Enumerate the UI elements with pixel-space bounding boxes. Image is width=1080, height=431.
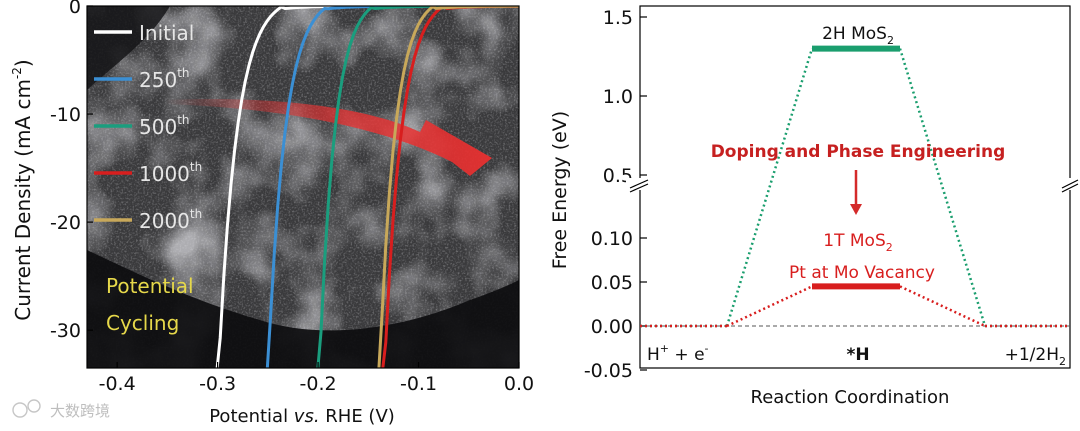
axis-break-right — [1060, 178, 1080, 193]
connector-1t — [726, 285, 813, 328]
x-tick-label: -0.1 — [400, 373, 437, 395]
y-tick-label: -10 — [50, 104, 81, 126]
x-tick-label: -0.2 — [300, 373, 337, 395]
state-label-adsorbed: *H — [846, 345, 869, 365]
curve-2000 — [377, 6, 519, 368]
state-label-initial: H+ + e- — [647, 342, 709, 365]
watermark: 大数跨境 — [12, 399, 110, 420]
curve-initial — [215, 6, 519, 368]
annotation-line-1: Potential — [106, 274, 194, 298]
y-tick-label: -0.05 — [584, 360, 633, 382]
legend-label: Initial — [139, 21, 194, 45]
x-tick-label: -0.3 — [199, 373, 236, 395]
plot-frame — [86, 5, 520, 369]
connector-1t — [899, 285, 986, 328]
x-tick-label: 0.0 — [504, 373, 534, 395]
dark-region — [87, 6, 170, 90]
cycling-arrow — [165, 99, 492, 176]
connector-2h — [898, 48, 987, 327]
y-axis-label: Current Density (mA cm-2) — [10, 59, 35, 320]
x-tick-label: -0.4 — [99, 373, 136, 395]
state-label-final: +1/2H2 — [1005, 345, 1066, 368]
y-tick-label: 1.5 — [603, 7, 633, 29]
legend-label: 500th — [139, 113, 190, 139]
y-tick-label: 0.05 — [591, 272, 633, 294]
series-label-1t-mos2: 1T MoS2 — [823, 231, 892, 254]
series-label-pt-vacancy: Pt at Mo Vacancy — [789, 263, 935, 283]
y-tick-label: 0.10 — [591, 228, 633, 250]
annotation-line-2: Cycling — [106, 311, 179, 335]
x-axis-label: Reaction Coordination — [751, 387, 950, 408]
y-tick-label: -30 — [50, 320, 81, 342]
series-label-2h-mos2: 2H MoS2 — [822, 24, 894, 47]
y-tick-label: 0 — [69, 0, 81, 18]
y-tick-label: 0.00 — [591, 316, 633, 338]
axis-break-left — [626, 178, 656, 193]
free-energy-chart: 1.5 1.0 0.5 0.10 0.05 0.00 -0.05 Doping and Ph… — [549, 5, 1080, 408]
y-tick-label: -20 — [50, 212, 81, 234]
y-tick-label: 1.0 — [603, 86, 633, 108]
dark-region — [87, 250, 519, 368]
engineering-annotation: Doping and Phase Engineering — [711, 142, 1006, 162]
engineering-arrow — [850, 170, 862, 215]
watermark-logo-icon — [12, 402, 28, 418]
watermark-text: 大数跨境 — [50, 402, 110, 420]
legend-label: 1000th — [139, 160, 202, 186]
legend-label: 2000th — [139, 207, 202, 233]
polarization-chart: -0.4 -0.3 -0.2 -0.1 0.0 0 -10 -20 -30 Initial 250… — [10, 0, 534, 427]
legend-label: 250th — [139, 66, 190, 92]
connector-2h — [725, 48, 814, 327]
curve-250 — [265, 6, 519, 368]
y-tick-label: 0.5 — [603, 165, 633, 187]
x-axis-label: Potential vs. RHE (V) — [209, 406, 395, 427]
y-axis-label: Free Energy (eV) — [549, 111, 571, 269]
